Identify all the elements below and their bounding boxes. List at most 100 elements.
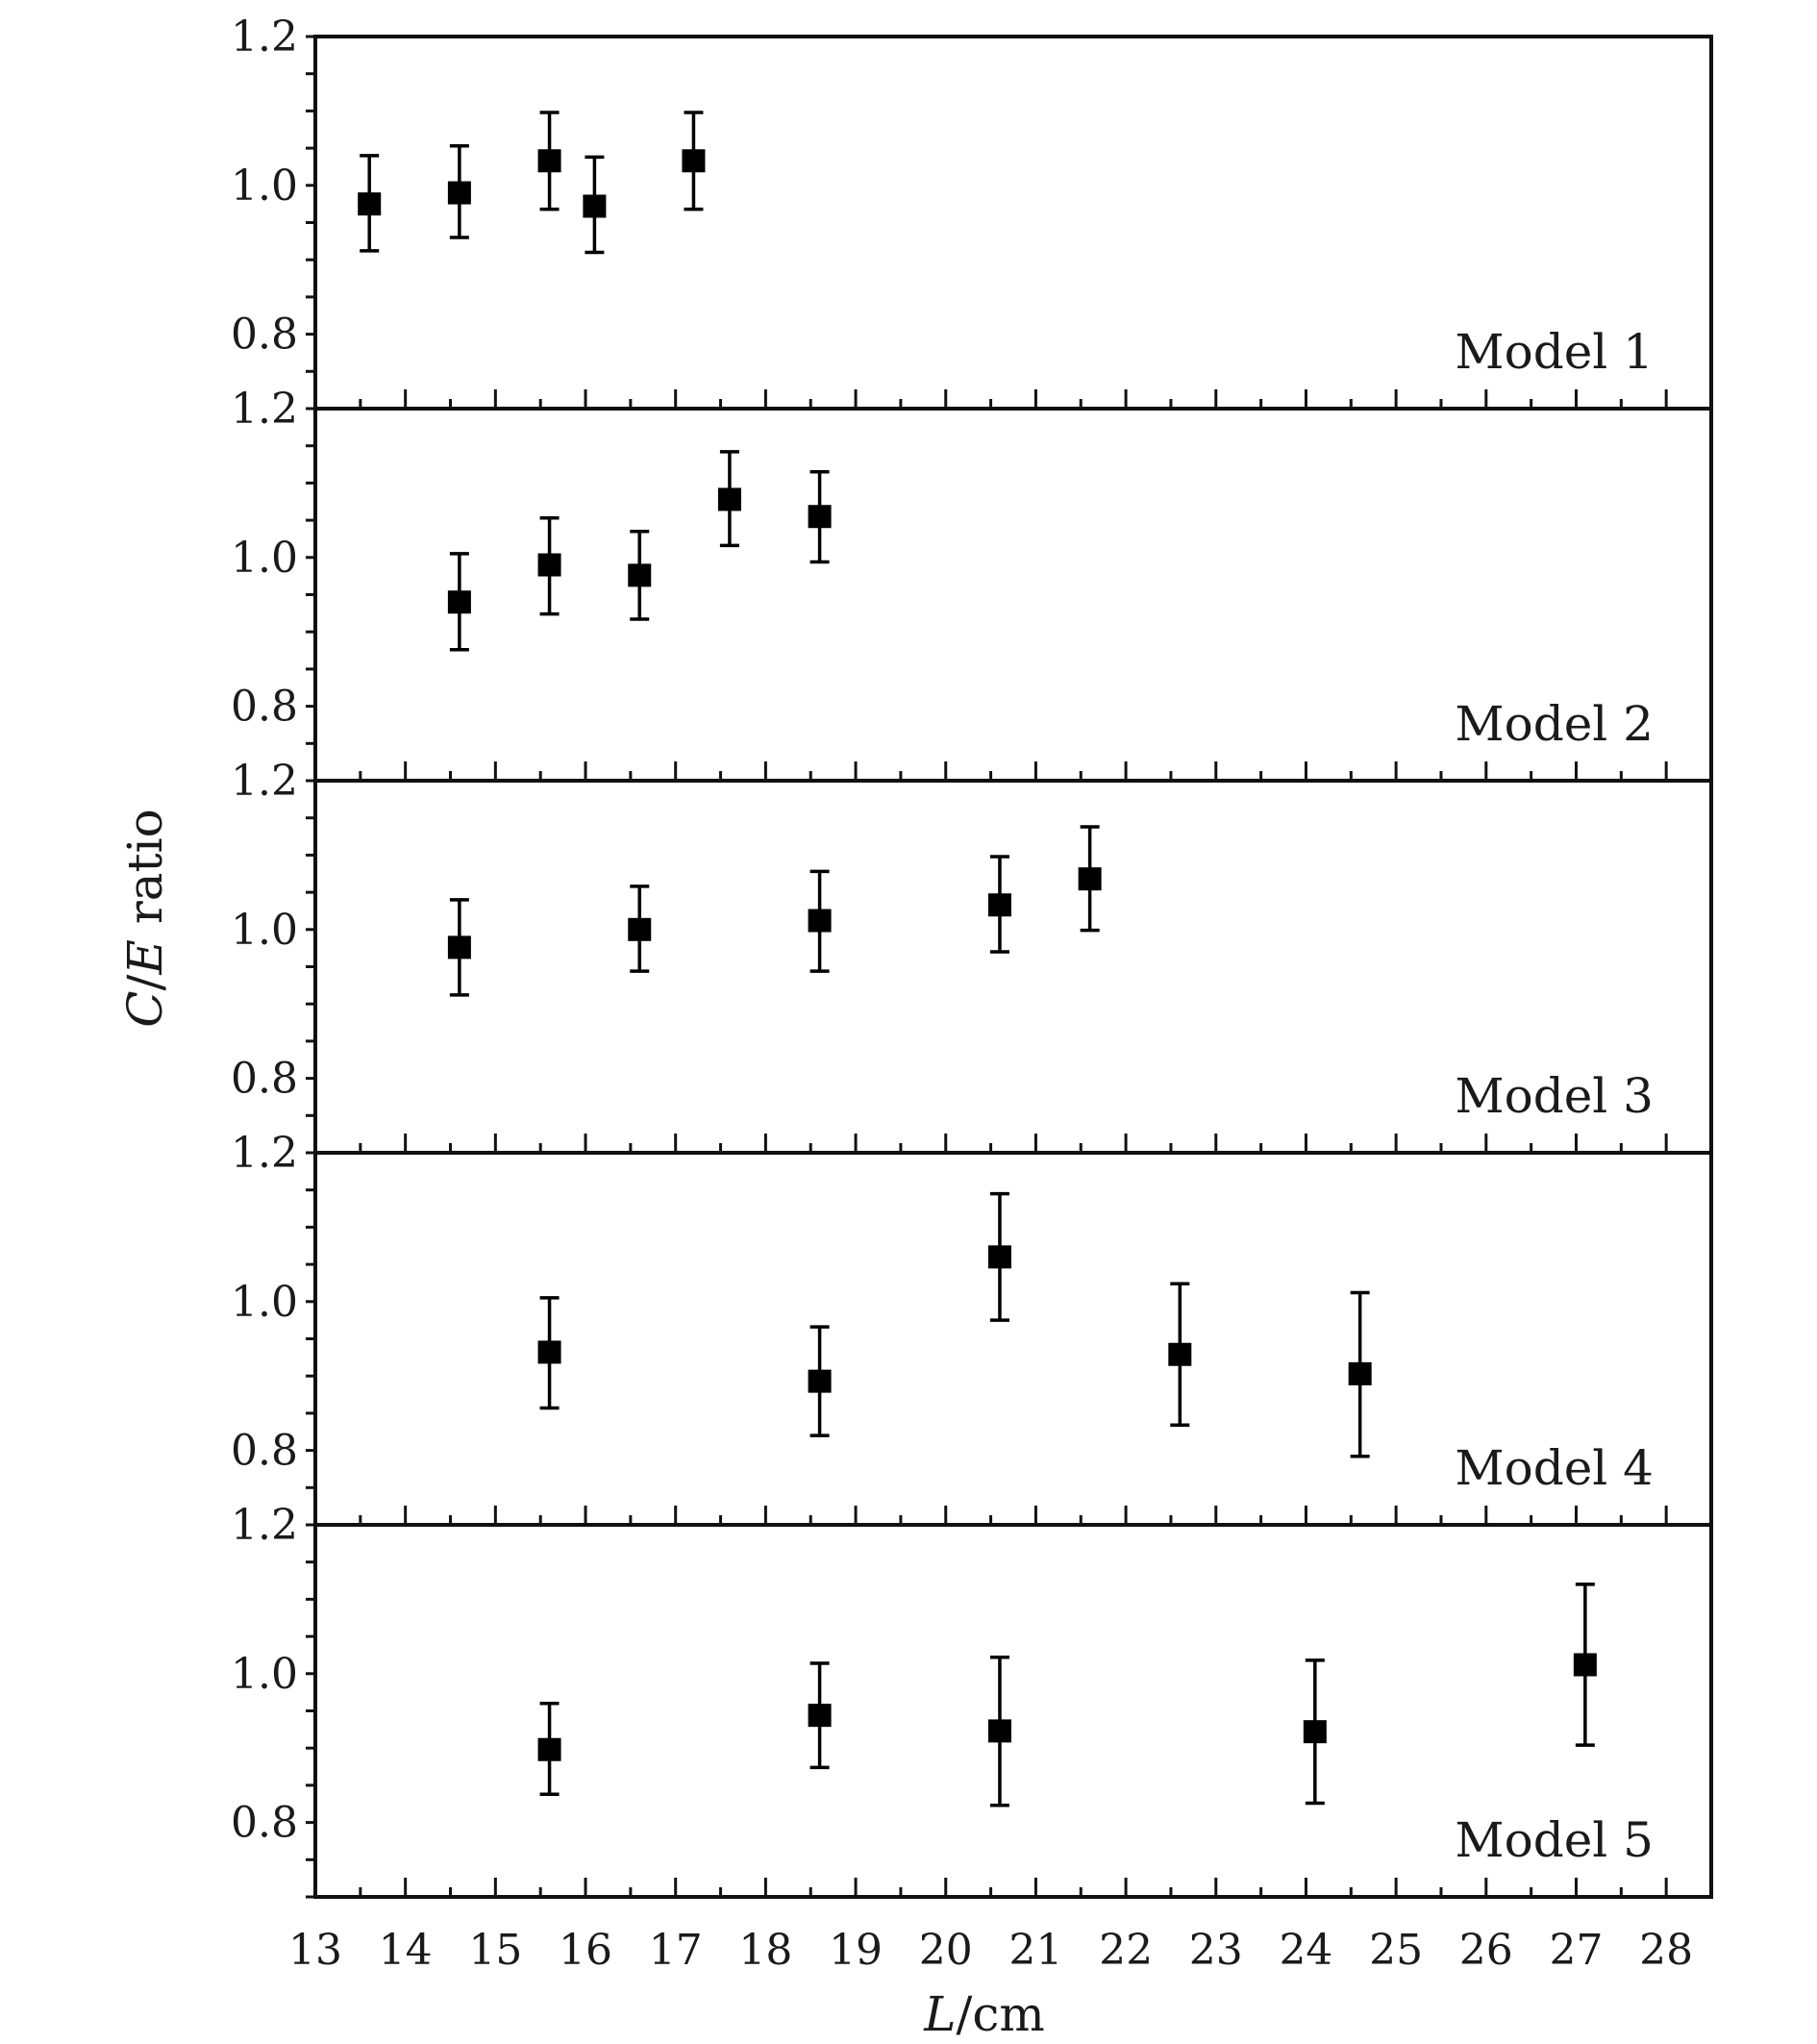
square-marker (358, 192, 382, 216)
panels: 0.8 1.0 1.2 Model 1 0.8 1.0 1.2 Model 2 0.8 1.0 1.… (231, 12, 1713, 1899)
panel-3: 0.8 1.0 1.2 Model 3 (231, 757, 1713, 1155)
y-axis-title-slash: / (117, 974, 173, 990)
square-marker (1573, 1653, 1597, 1677)
square-marker (447, 181, 471, 205)
data-point (537, 1296, 561, 1410)
x-tick-label: 24 (1279, 1926, 1332, 1975)
panel-1: 0.8 1.0 1.2 Model 1 (231, 12, 1713, 411)
x-tick-label: 25 (1369, 1926, 1423, 1975)
data-point (682, 111, 706, 212)
square-marker (987, 893, 1011, 917)
square-marker (583, 194, 607, 218)
y-tick-label: 0.8 (231, 1427, 298, 1476)
x-axis-title: L/cm (923, 1986, 1044, 2042)
x-tick-label: 26 (1459, 1926, 1513, 1975)
y-tick-label: 1.2 (231, 12, 298, 62)
data-point (358, 154, 382, 253)
data-point (1303, 1658, 1327, 1806)
panel-label: Model 4 (1455, 1440, 1654, 1496)
data-point (987, 1191, 1011, 1322)
square-marker (1303, 1720, 1327, 1744)
panel-label: Model 5 (1455, 1812, 1654, 1868)
x-axis: 13 14 15 16 17 18 19 20 21 22 23 24 25 26 27 28 (288, 1926, 1693, 1975)
x-tick-label: 13 (288, 1926, 342, 1975)
square-marker (537, 149, 561, 173)
square-marker (682, 149, 706, 173)
data-point (628, 529, 652, 621)
data-point (1348, 1290, 1372, 1458)
y-axis-title-ratio: ratio (117, 809, 173, 939)
panel-label: Model 2 (1455, 696, 1654, 752)
square-marker (447, 590, 471, 614)
x-tick-label: 21 (1008, 1926, 1062, 1975)
square-marker (447, 935, 471, 960)
square-marker (628, 563, 652, 587)
panel-4: 0.8 1.0 1.2 Model 4 (231, 1129, 1713, 1527)
x-tick-label: 16 (559, 1926, 612, 1975)
data-point (717, 450, 741, 548)
data-point (1573, 1583, 1597, 1747)
data-point (808, 1661, 832, 1770)
y-axis-title-e: E (117, 939, 173, 976)
y-tick-label: 1.0 (231, 906, 298, 955)
x-tick-label: 20 (919, 1926, 973, 1975)
data-point (987, 1656, 1011, 1807)
x-tick-label: 18 (738, 1926, 792, 1975)
y-tick-label: 1.2 (231, 1129, 298, 1178)
x-tick-label: 19 (829, 1926, 883, 1975)
y-tick-label: 1.2 (231, 385, 298, 434)
data-point (537, 1702, 561, 1796)
y-tick-label: 0.8 (231, 311, 298, 360)
x-tick-label: 22 (1099, 1926, 1153, 1975)
x-tick-label: 17 (649, 1926, 703, 1975)
square-marker (987, 1245, 1011, 1269)
square-marker (537, 1340, 561, 1364)
y-tick-label: 1.2 (231, 1501, 298, 1550)
y-tick-label: 1.0 (231, 1650, 298, 1699)
data-point (808, 470, 832, 564)
square-marker (987, 1719, 1011, 1743)
x-tick-label: 15 (468, 1926, 522, 1975)
y-axis-title-c: C (117, 990, 173, 1027)
data-point (537, 111, 561, 212)
x-tick-label: 23 (1189, 1926, 1243, 1975)
square-marker (808, 1704, 832, 1728)
data-point (1078, 825, 1102, 933)
x-tick-label: 14 (379, 1926, 433, 1975)
data-point (447, 552, 471, 652)
data-point (447, 144, 471, 239)
square-marker (537, 1737, 561, 1761)
y-axis-title: C/E ratio (117, 809, 173, 1027)
data-point (808, 1325, 832, 1437)
data-point (1168, 1282, 1192, 1428)
square-marker (808, 505, 832, 529)
x-tick-label: 28 (1639, 1926, 1693, 1975)
x-axis-title-unit: /cm (956, 1986, 1044, 2042)
square-marker (717, 487, 741, 511)
data-point (447, 898, 471, 997)
y-tick-label: 0.8 (231, 1055, 298, 1104)
square-marker (1168, 1342, 1192, 1366)
panel-2: 0.8 1.0 1.2 Model 2 (231, 385, 1713, 783)
data-point (583, 155, 607, 255)
panel-5: 0.8 1.0 1.2 Model 5 (231, 1501, 1713, 1899)
data-point (537, 516, 561, 616)
y-tick-label: 1.0 (231, 534, 298, 583)
y-tick-label: 1.0 (231, 162, 298, 211)
square-marker (808, 909, 832, 933)
y-tick-label: 1.0 (231, 1278, 298, 1327)
square-marker (1078, 867, 1102, 891)
y-tick-label: 1.2 (231, 757, 298, 806)
data-point (628, 885, 652, 973)
panel-label: Model 3 (1455, 1068, 1654, 1124)
square-marker (628, 917, 652, 941)
square-marker (808, 1369, 832, 1393)
x-axis-title-variable: L (923, 1986, 956, 2042)
y-tick-label: 0.8 (231, 1799, 298, 1848)
square-marker (537, 553, 561, 577)
x-tick-label: 27 (1549, 1926, 1603, 1975)
y-tick-label: 0.8 (231, 683, 298, 732)
panel-label: Model 1 (1455, 324, 1654, 380)
square-marker (1348, 1361, 1372, 1385)
